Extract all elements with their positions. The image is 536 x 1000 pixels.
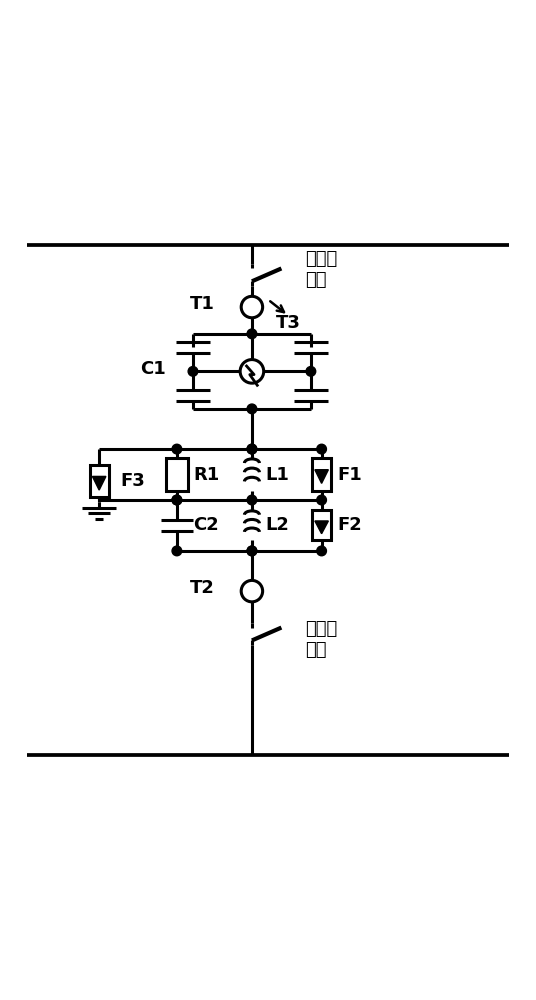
Circle shape (247, 546, 257, 556)
Circle shape (247, 404, 257, 414)
Polygon shape (315, 470, 329, 483)
Circle shape (317, 546, 326, 556)
Text: T1: T1 (190, 295, 214, 313)
Text: C2: C2 (193, 516, 219, 534)
Text: F1: F1 (338, 466, 362, 484)
Circle shape (247, 329, 257, 339)
FancyBboxPatch shape (90, 465, 109, 497)
Text: 低压侧
隔刀: 低压侧 隔刀 (306, 620, 338, 659)
Circle shape (317, 444, 326, 454)
Text: T2: T2 (190, 579, 214, 597)
Text: F2: F2 (338, 516, 362, 534)
Circle shape (306, 367, 316, 376)
Text: L2: L2 (265, 516, 289, 534)
Text: R1: R1 (193, 466, 219, 484)
Text: C1: C1 (140, 360, 166, 378)
Text: L1: L1 (265, 466, 289, 484)
FancyBboxPatch shape (312, 510, 331, 540)
FancyBboxPatch shape (166, 458, 188, 491)
FancyBboxPatch shape (312, 458, 331, 491)
Text: F3: F3 (121, 472, 145, 490)
Circle shape (247, 546, 257, 556)
Circle shape (241, 296, 263, 318)
Circle shape (188, 367, 198, 376)
Polygon shape (315, 521, 329, 534)
Polygon shape (92, 476, 106, 490)
Circle shape (247, 444, 257, 454)
Circle shape (247, 495, 257, 505)
Circle shape (247, 444, 257, 454)
Circle shape (241, 580, 263, 602)
Circle shape (172, 546, 182, 556)
Circle shape (172, 495, 182, 505)
Circle shape (317, 495, 326, 505)
Circle shape (240, 360, 264, 383)
Text: 高压侧
隔刀: 高压侧 隔刀 (306, 250, 338, 289)
Text: T3: T3 (276, 314, 301, 332)
Circle shape (172, 444, 182, 454)
Circle shape (172, 495, 182, 505)
